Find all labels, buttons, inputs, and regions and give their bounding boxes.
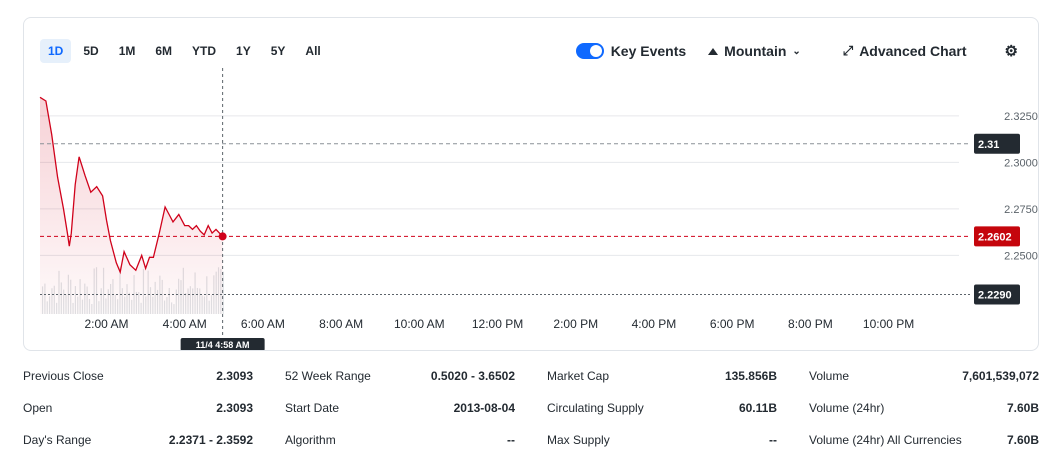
x-tick-label: 2:00 PM [553,317,598,331]
advanced-chart-label: Advanced Chart [859,43,967,59]
stats-column-1: Previous Close 2.3093 Open 2.3093 Day's Ra… [23,360,253,456]
chart-toolbar: Key Events Mountain ⌄ ⤢ Advanced Chart ⚙ [575,42,1018,60]
range-ytd[interactable]: YTD [192,44,217,58]
mountain-icon [708,47,719,55]
y-tick-label: 2.3250 [1004,111,1038,123]
gear-icon[interactable]: ⚙ [1004,43,1018,60]
stat-circulating-supply: Circulating Supply 60.11B [547,401,777,415]
previous-close-label: 2.31 [978,139,999,151]
day-low-label: 2.2290 [978,289,1012,301]
chart-type-label: Mountain [724,43,787,59]
current-price-label: 2.2602 [978,231,1012,243]
x-tick-label: 8:00 AM [319,317,363,331]
crosshair-label: 11/4 4:58 AM [196,340,250,350]
key-events-toggle[interactable]: Key Events [575,43,687,59]
stats-column-3: Market Cap 135.856B Circulating Supply 60.… [547,360,777,456]
range-5d[interactable]: 5D [83,44,99,58]
x-tick-label: 10:00 PM [863,317,914,331]
stats-column-2: 52 Week Range 0.5020 - 3.6502 Start Date 2… [285,360,515,456]
price-line [39,96,224,275]
range-5y[interactable]: 5Y [270,44,286,58]
range-selector: 1D 5D 1M 6M YTD 1Y 5Y All [40,39,329,63]
stat-market-cap: Market Cap 135.856B [547,369,777,383]
advanced-chart-button[interactable]: ⤢ Advanced Chart [843,43,967,59]
x-tick-label: 10:00 AM [394,317,445,331]
previous-close-label-bg [974,133,1020,154]
current-price-label-bg [974,226,1020,247]
price-area [40,97,223,314]
chart-type-dropdown[interactable]: Mountain ⌄ [708,43,801,59]
y-tick-label: 2.2750 [1004,204,1038,216]
stat-volume-24hr: Volume (24hr) 7.60B [809,401,1039,415]
stat-days-range: Day's Range 2.2371 - 2.3592 [23,433,253,447]
stats-column-4: Volume 7,601,539,072 Volume (24hr) 7.60B V… [809,360,1039,456]
range-6m[interactable]: 6M [155,44,173,58]
stat-max-supply: Max Supply -- [547,433,777,447]
stat-algorithm: Algorithm -- [285,433,515,447]
chevron-down-icon: ⌄ [792,45,801,57]
expand-icon: ⤢ [842,43,854,58]
stat-previous-close: Previous Close 2.3093 [23,369,253,383]
stats-grid: Previous Close 2.3093 Open 2.3093 Day's Ra… [23,360,1041,456]
stat-volume: Volume 7,601,539,072 [809,369,1039,383]
crosshair-label-bg [180,338,265,350]
price-chart[interactable]: 2.3250 2.3000 2.2750 2.2500 2.31 2.2602 2.2290… [24,18,1038,350]
x-tick-label: 6:00 PM [710,317,755,331]
range-all[interactable]: All [305,44,321,58]
x-tick-label: 6:00 AM [241,317,285,331]
range-1d[interactable]: 1D [40,39,72,63]
x-tick-label: 4:00 AM [163,317,207,331]
toggle-on-icon[interactable] [575,43,604,59]
current-price-dot [218,232,227,241]
stat-52-week-range: 52 Week Range 0.5020 - 3.6502 [285,369,515,383]
stat-volume-24hr-all: Volume (24hr) All Currencies 7.60B [809,433,1039,447]
y-tick-label: 2.3000 [1004,157,1038,169]
stat-start-date: Start Date 2013-08-04 [285,401,515,415]
day-low-label-bg [974,284,1020,305]
x-tick-label: 2:00 AM [84,317,128,331]
x-tick-label: 12:00 PM [472,317,523,331]
range-1m[interactable]: 1M [118,44,136,58]
key-events-label: Key Events [610,43,687,59]
y-tick-label: 2.2500 [1004,250,1038,262]
stat-open: Open 2.3093 [23,401,253,415]
x-tick-label: 8:00 PM [788,317,833,331]
chart-card: 1D 5D 1M 6M YTD 1Y 5Y All Key Events Mou… [23,17,1039,351]
x-tick-label: 4:00 PM [632,317,677,331]
range-1y[interactable]: 1Y [236,44,251,58]
